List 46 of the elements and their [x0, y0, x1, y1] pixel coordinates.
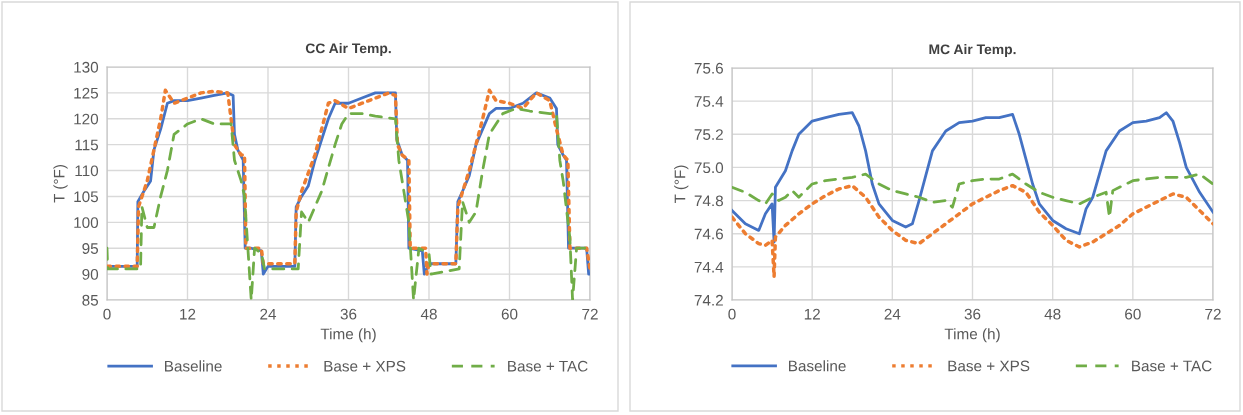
x-tick-label: 12: [804, 308, 820, 320]
y-tick-label: 115: [75, 139, 99, 151]
y-tick-label: 75.2: [694, 129, 723, 140]
legend-label: Baseline: [789, 360, 846, 372]
x-tick-label: 72: [1205, 308, 1221, 320]
y-tick-label: 100: [74, 217, 99, 229]
legend-label: Base + XPS: [948, 360, 1030, 372]
legend-label: Base + XPS: [324, 360, 406, 372]
line-series: [732, 183, 1213, 279]
x-tick-label: 36: [964, 308, 981, 320]
line-series: [732, 111, 1213, 244]
y-tick-label: 130: [74, 61, 99, 73]
legend-label: Base + TAC: [508, 360, 588, 372]
y-tick-label: 74.2: [694, 294, 723, 306]
x-tick-label: 24: [260, 308, 277, 320]
x-tick-label: 12: [180, 308, 196, 320]
y-tick-label: 75.0: [694, 162, 724, 174]
y-tick-label: 74.8: [694, 195, 724, 207]
y-tick-label: 105: [74, 191, 99, 203]
y-tick-label: 85: [82, 294, 99, 306]
y-tick-label: 74.6: [694, 228, 723, 240]
chart-title: CC Air Temp.: [305, 43, 391, 56]
x-axis-title: Time (h): [320, 328, 376, 343]
x-tick-label: 60: [1125, 308, 1141, 320]
x-tick-label: 48: [420, 308, 437, 320]
y-tick-label: 120: [74, 113, 99, 125]
legend-label: Base + TAC: [1132, 360, 1212, 372]
y-tick-label: 90: [82, 268, 99, 280]
x-tick-label: 36: [340, 308, 357, 320]
x-tick-label: 24: [884, 308, 901, 320]
y-axis-title: T (°F): [674, 165, 689, 204]
x-tick-label: 0: [728, 308, 736, 320]
x-axis-title: Time (h): [944, 328, 1000, 343]
x-tick-label: 0: [103, 308, 111, 320]
y-tick-label: 74.4: [694, 261, 724, 273]
x-tick-label: 60: [501, 308, 518, 320]
chart-title: MC Air Temp.: [929, 44, 1016, 57]
x-tick-label: 48: [1044, 308, 1061, 320]
y-tick-label: 75.6: [694, 62, 723, 74]
x-tick-label: 72: [582, 308, 598, 320]
y-axis-title: T (°F): [53, 164, 68, 203]
y-tick-label: 95: [82, 243, 99, 254]
y-tick-label: 110: [75, 165, 99, 177]
y-tick-label: 75.4: [694, 96, 724, 107]
y-tick-label: 125: [74, 87, 99, 99]
legend-label: Baseline: [165, 360, 222, 372]
